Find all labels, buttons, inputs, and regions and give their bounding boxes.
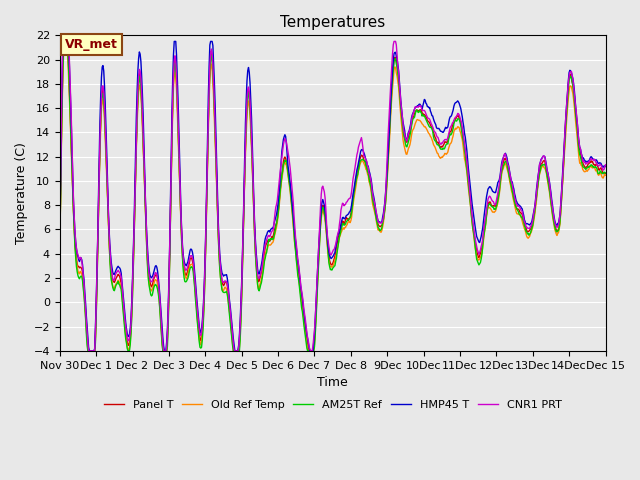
Panel T xyxy=(326,258,333,264)
Panel T xyxy=(177,218,185,224)
Panel T xyxy=(553,229,561,235)
AM25T Ref xyxy=(379,220,387,226)
Text: VR_met: VR_met xyxy=(65,38,118,51)
AM25T Ref xyxy=(602,170,609,176)
Y-axis label: Temperature (C): Temperature (C) xyxy=(15,142,28,244)
Old Ref Temp xyxy=(326,262,333,268)
HMP45 T xyxy=(433,125,440,131)
AM25T Ref xyxy=(177,222,185,228)
CNR1 PRT xyxy=(201,277,209,283)
Line: AM25T Ref: AM25T Ref xyxy=(60,41,605,351)
Panel T xyxy=(56,235,63,240)
CNR1 PRT xyxy=(553,225,561,230)
Panel T xyxy=(602,170,609,176)
HMP45 T xyxy=(201,273,209,278)
Old Ref Temp xyxy=(433,148,440,154)
AM25T Ref xyxy=(201,288,209,294)
AM25T Ref xyxy=(553,228,561,234)
Old Ref Temp xyxy=(84,348,92,354)
Panel T xyxy=(433,139,440,144)
Panel T xyxy=(84,348,92,354)
CNR1 PRT xyxy=(326,249,333,254)
CNR1 PRT xyxy=(379,217,387,223)
Panel T xyxy=(201,280,209,286)
Old Ref Temp xyxy=(56,237,63,243)
HMP45 T xyxy=(326,252,333,258)
AM25T Ref xyxy=(433,141,440,146)
Line: CNR1 PRT: CNR1 PRT xyxy=(60,41,605,351)
HMP45 T xyxy=(177,211,185,217)
Old Ref Temp xyxy=(61,38,68,44)
HMP45 T xyxy=(60,38,67,44)
HMP45 T xyxy=(56,228,63,234)
Old Ref Temp xyxy=(379,224,387,229)
CNR1 PRT xyxy=(59,38,67,44)
Panel T xyxy=(379,220,387,226)
AM25T Ref xyxy=(56,239,63,245)
CNR1 PRT xyxy=(602,162,609,168)
Old Ref Temp xyxy=(177,223,185,229)
Line: HMP45 T: HMP45 T xyxy=(60,41,605,351)
HMP45 T xyxy=(602,164,609,169)
AM25T Ref xyxy=(61,38,68,44)
Line: Old Ref Temp: Old Ref Temp xyxy=(60,41,605,351)
AM25T Ref xyxy=(84,348,92,354)
CNR1 PRT xyxy=(433,132,440,138)
CNR1 PRT xyxy=(56,224,63,230)
Old Ref Temp xyxy=(602,172,609,178)
X-axis label: Time: Time xyxy=(317,376,348,389)
CNR1 PRT xyxy=(84,348,92,354)
HMP45 T xyxy=(379,214,387,220)
HMP45 T xyxy=(86,348,93,354)
HMP45 T xyxy=(553,223,561,229)
Panel T xyxy=(61,38,68,44)
Title: Temperatures: Temperatures xyxy=(280,15,385,30)
Line: Panel T: Panel T xyxy=(60,41,605,351)
Old Ref Temp xyxy=(553,232,561,238)
AM25T Ref xyxy=(326,264,333,269)
Legend: Panel T, Old Ref Temp, AM25T Ref, HMP45 T, CNR1 PRT: Panel T, Old Ref Temp, AM25T Ref, HMP45 … xyxy=(99,396,566,415)
CNR1 PRT xyxy=(177,215,185,220)
Old Ref Temp xyxy=(201,287,209,292)
